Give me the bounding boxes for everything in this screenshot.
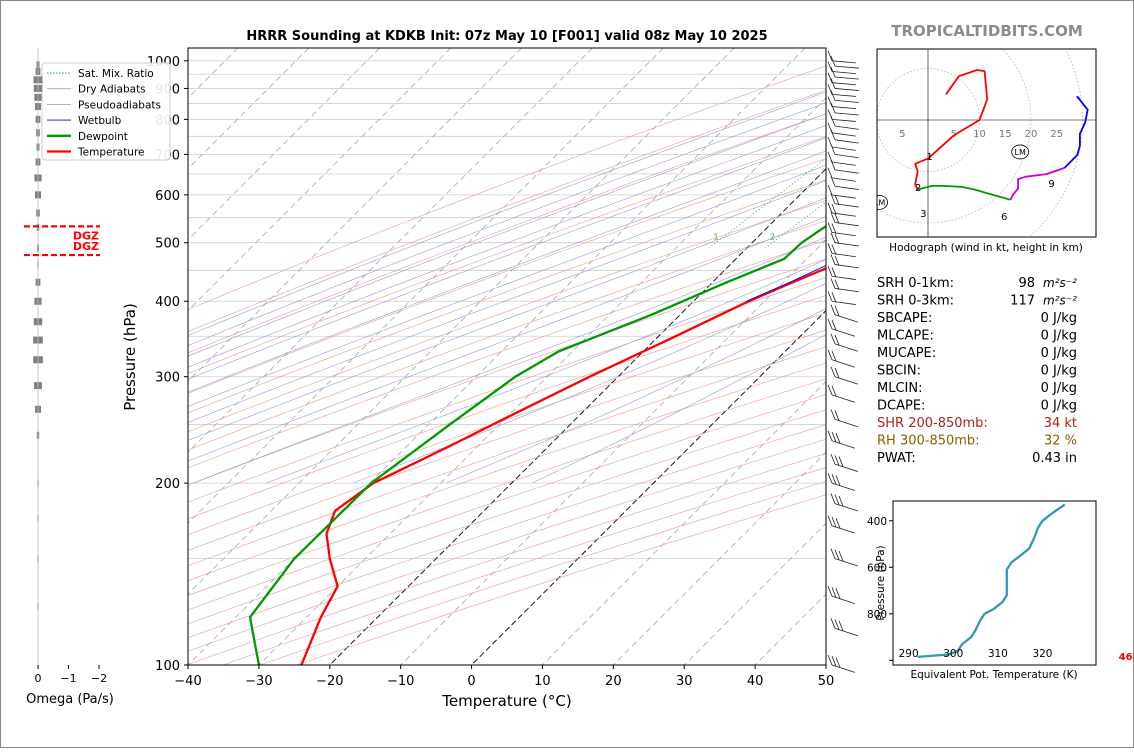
hodo-ring-label: 5 bbox=[899, 129, 905, 140]
legend-label: Wetbulb bbox=[78, 115, 122, 127]
stat-value: 98 bbox=[1018, 276, 1035, 291]
stat-label: SBCAPE: bbox=[877, 311, 932, 326]
stat-label: SBCIN: bbox=[877, 364, 921, 379]
stat-label: MUCAPE: bbox=[877, 346, 936, 361]
x-tick-label: 50 bbox=[818, 674, 835, 689]
theta-e-xlabel: Equivalent Pot. Temperature (K) bbox=[910, 669, 1077, 681]
theta-e-ylabel: Pressure (hPa) bbox=[875, 545, 887, 620]
chart-title: HRRR Sounding at KDKB Init: 07z May 10 [… bbox=[246, 29, 767, 44]
x-tick-label: −30 bbox=[245, 674, 272, 689]
stat-value: 0.43 in bbox=[1032, 451, 1077, 466]
hodo-ring-label: 25 bbox=[1050, 129, 1063, 140]
hodo-height-label: 3 bbox=[920, 209, 926, 220]
theta-x-tick-label: 290 bbox=[899, 648, 919, 660]
y-tick-label: 600 bbox=[155, 189, 180, 204]
skewt-ylabel: Pressure (hPa) bbox=[121, 303, 139, 411]
stat-label: SHR 200-850mb: bbox=[877, 416, 988, 431]
theta-x-tick-label: 320 bbox=[1032, 648, 1052, 660]
legend-label: Temperature bbox=[77, 147, 145, 159]
stat-label: SRH 0-3km: bbox=[877, 294, 954, 309]
stat-label: PWAT: bbox=[877, 451, 916, 466]
stat-value: 0 J/kg bbox=[1041, 364, 1077, 379]
y-tick-label: 500 bbox=[155, 237, 180, 252]
theta-x-tick-label: 310 bbox=[988, 648, 1008, 660]
hodo-height-label: 9 bbox=[1048, 179, 1054, 190]
theta-x-tick-label: 300 bbox=[943, 648, 963, 660]
legend: Sat. Mix. Ratio Dry Adiabats Pseudoadiabat… bbox=[42, 63, 170, 160]
hodograph-caption: Hodograph (wind in kt, height in km) bbox=[889, 242, 1083, 254]
legend-label: Dewpoint bbox=[78, 131, 128, 143]
x-tick-label: −20 bbox=[316, 674, 343, 689]
stat-row: SHR 200-850mb: 34 kt bbox=[877, 416, 1077, 431]
legend-label: Pseudoadiabats bbox=[78, 99, 161, 111]
legend-label: Dry Adiabats bbox=[78, 84, 146, 96]
omega-tick-label: −2 bbox=[91, 672, 107, 685]
hodo-ring-label: 10 bbox=[973, 129, 986, 140]
stat-value: 0 J/kg bbox=[1041, 346, 1077, 361]
y-tick-label: 200 bbox=[155, 477, 180, 492]
stat-value: 34 kt bbox=[1044, 416, 1077, 431]
x-tick-label: 10 bbox=[534, 674, 551, 689]
surface-label: 46F bbox=[1119, 652, 1134, 663]
stat-unit: m²s⁻² bbox=[1043, 294, 1077, 308]
x-tick-label: 40 bbox=[747, 674, 764, 689]
y-tick-label: 100 bbox=[155, 659, 180, 674]
stat-value: 32 % bbox=[1044, 434, 1077, 449]
skewt-xlabel: Temperature (°C) bbox=[441, 692, 571, 710]
omega-xlabel: Omega (Pa/s) bbox=[26, 692, 114, 707]
mixing-ratio-label: 2 bbox=[770, 233, 775, 242]
theta-y-tick-label: 400 bbox=[867, 516, 887, 528]
stat-value: 0 J/kg bbox=[1041, 399, 1077, 414]
stat-value: 0 J/kg bbox=[1041, 329, 1077, 344]
hodo-ring-label: 20 bbox=[1025, 129, 1038, 140]
stat-unit: m²s⁻² bbox=[1043, 276, 1077, 290]
omega-tick-label: 0 bbox=[35, 672, 42, 685]
hodo-marker-lm: LM bbox=[1012, 145, 1029, 159]
legend-label: Sat. Mix. Ratio bbox=[78, 68, 154, 80]
svg-text:LM: LM bbox=[1015, 148, 1026, 157]
stat-label: SRH 0-1km: bbox=[877, 276, 954, 291]
x-tick-label: 0 bbox=[467, 674, 475, 689]
y-tick-label: 400 bbox=[155, 295, 180, 310]
stat-value: 0 J/kg bbox=[1041, 381, 1077, 396]
hodo-height-label: 1 bbox=[926, 152, 932, 163]
mixing-ratio-label: 1 bbox=[713, 233, 718, 242]
x-tick-label: −10 bbox=[387, 674, 414, 689]
x-tick-label: −40 bbox=[174, 674, 201, 689]
stat-label: DCAPE: bbox=[877, 399, 925, 414]
hodo-height-label: 6 bbox=[1001, 212, 1007, 223]
stat-row: RH 300-850mb: 32 % bbox=[877, 434, 1077, 449]
y-tick-label: 300 bbox=[155, 371, 180, 386]
stat-value: 0 J/kg bbox=[1041, 311, 1077, 326]
hodo-height-label: 2 bbox=[915, 183, 921, 194]
omega-tick-label: −1 bbox=[60, 672, 76, 685]
stat-value: 117 bbox=[1010, 294, 1035, 309]
x-tick-label: 30 bbox=[676, 674, 693, 689]
stat-label: MLCAPE: bbox=[877, 329, 934, 344]
stat-label: MLCIN: bbox=[877, 381, 922, 396]
stat-label: RH 300-850mb: bbox=[877, 434, 980, 449]
hodo-ring-label: 15 bbox=[999, 129, 1012, 140]
x-tick-label: 20 bbox=[605, 674, 622, 689]
watermark: TROPICALTIDBITS.COM bbox=[891, 22, 1083, 40]
dgz-label: DGZ bbox=[73, 229, 99, 242]
